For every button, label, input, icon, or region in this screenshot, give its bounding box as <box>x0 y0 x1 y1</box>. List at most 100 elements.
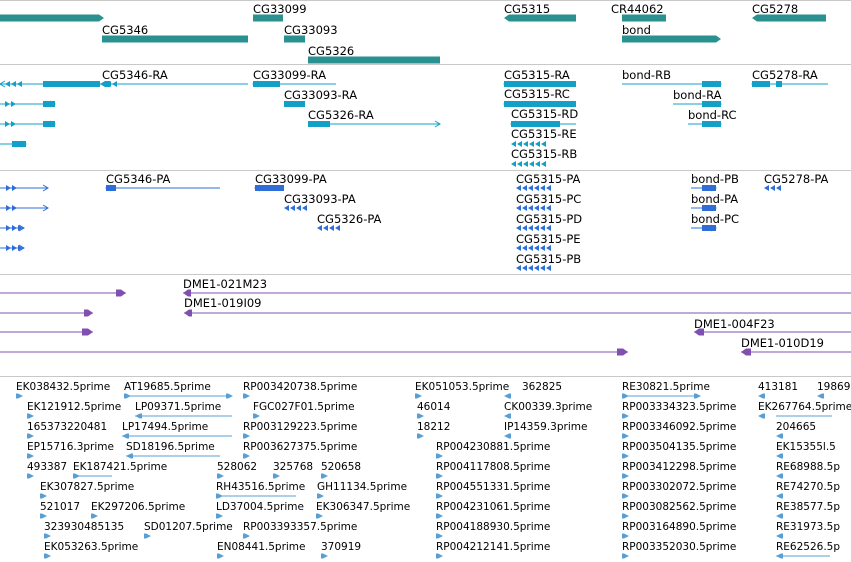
est-label[interactable]: RP003129223.5prime <box>243 421 358 433</box>
clone-label[interactable]: DME1-021M23 <box>183 277 268 291</box>
est-label[interactable]: EK053263.5prime <box>44 541 139 553</box>
gene-label[interactable]: CG5326 <box>308 44 355 58</box>
est-label[interactable]: RE31973.5p <box>776 521 841 533</box>
est-label[interactable]: EK051053.5prime <box>415 381 510 393</box>
est-label[interactable]: RE30821.5prime <box>622 381 710 393</box>
protein-label[interactable]: bond-PA <box>691 192 739 206</box>
protein-label[interactable]: CG5315-PD <box>516 212 583 226</box>
clone-label[interactable]: DME1-004F23 <box>694 317 775 331</box>
protein-label[interactable]: CG5315-PE <box>516 232 581 246</box>
gene-label[interactable]: CG5346 <box>102 23 149 37</box>
est-label[interactable]: EK306347.5prime <box>316 501 411 513</box>
est-label[interactable]: 323930485135 <box>44 521 125 533</box>
clone-label[interactable]: DME1-019I09 <box>184 296 262 310</box>
est-label[interactable]: FGC027F01.5prime <box>253 401 355 413</box>
est-label[interactable]: EP15716.3prime <box>27 441 114 453</box>
est-label[interactable]: RP004212141.5prime <box>436 541 551 553</box>
gene-label[interactable]: CR44062 <box>611 2 664 16</box>
est-label[interactable]: 528062 <box>217 461 258 473</box>
est-label[interactable]: GH11134.5prime <box>317 481 408 493</box>
est-label[interactable]: RP004188930.5prime <box>436 521 551 533</box>
est-label[interactable]: RP003164890.5prime <box>622 521 737 533</box>
est-label[interactable]: SD18196.5prime <box>126 441 215 453</box>
est-label[interactable]: RP004551331.5prime <box>436 481 551 493</box>
est-label[interactable]: EK187421.5prime <box>73 461 168 473</box>
est-label[interactable]: RH43516.5prime <box>216 481 306 493</box>
est-label[interactable]: RP003627375.5prime <box>243 441 358 453</box>
est-label[interactable]: 204665 <box>776 421 817 433</box>
est-label[interactable]: AT19685.5prime <box>124 381 211 393</box>
est-label[interactable]: 370919 <box>321 541 362 553</box>
transcript-label[interactable]: bond-RC <box>688 108 737 122</box>
gene-label[interactable]: CG5278 <box>752 2 799 16</box>
transcript-label[interactable]: CG5315-RA <box>504 68 570 82</box>
clone-label[interactable]: DME1-010D19 <box>741 336 824 350</box>
transcript-label[interactable]: CG5326-RA <box>308 108 374 122</box>
est-label[interactable]: EK307827.5prime <box>40 481 135 493</box>
transcript-label[interactable]: CG33099-RA <box>253 68 327 82</box>
est-label[interactable]: 520658 <box>321 461 362 473</box>
transcript-label[interactable]: CG33093-RA <box>284 88 358 102</box>
est-label[interactable]: 18212 <box>417 421 451 433</box>
protein-label[interactable]: CG5326-PA <box>317 212 382 226</box>
transcript-label[interactable]: bond-RA <box>673 88 722 102</box>
est-label[interactable]: RP003504135.5prime <box>622 441 737 453</box>
est-label[interactable]: RE68988.5p <box>776 461 841 473</box>
est-label[interactable]: EK038432.5prime <box>16 381 111 393</box>
est-label[interactable]: EK121912.5prime <box>27 401 122 413</box>
est-label[interactable]: RE62526.5p <box>776 541 841 553</box>
transcript-label[interactable]: CG5346-RA <box>102 68 168 82</box>
est-label[interactable]: 493387 <box>27 461 68 473</box>
est-label[interactable]: EK297206.5prime <box>91 501 186 513</box>
protein-label[interactable]: CG33093-PA <box>284 192 356 206</box>
est-label[interactable]: RE38577.5p <box>776 501 841 513</box>
transcript-label[interactable]: CG5315-RE <box>511 127 577 141</box>
est-label[interactable]: 413181 <box>758 381 799 393</box>
transcript-label[interactable]: CG5278-RA <box>752 68 818 82</box>
est-label[interactable]: LD37004.5prime <box>216 501 304 513</box>
est-label[interactable]: 46014 <box>417 401 451 413</box>
est-label[interactable]: RP003082562.5prime <box>622 501 737 513</box>
est-label[interactable]: LP17494.5prime <box>122 421 209 433</box>
est-label[interactable]: 521017 <box>40 501 81 513</box>
protein-label[interactable]: CG5315-PB <box>516 252 582 266</box>
est-label[interactable]: RP003420738.5prime <box>243 381 358 393</box>
transcript-label[interactable]: CG5315-RB <box>511 147 578 161</box>
transcript-glyph <box>100 81 105 87</box>
protein-label[interactable]: CG5315-PA <box>516 172 581 186</box>
est-label[interactable]: IP14359.3prime <box>504 421 588 433</box>
gene-label[interactable]: CG33093 <box>284 23 338 37</box>
est-label[interactable]: EK15355l.5 <box>776 441 836 453</box>
est-label[interactable]: EN08441.5prime <box>217 541 306 553</box>
est-label[interactable]: RP003352030.5prime <box>622 541 737 553</box>
protein-label[interactable]: bond-PC <box>691 212 740 226</box>
est-label[interactable]: SD01207.5prime <box>144 521 233 533</box>
protein-label[interactable]: CG33099-PA <box>255 172 327 186</box>
est-label[interactable]: RP003393357.5prime <box>243 521 358 533</box>
est-label[interactable]: RP003346092.5prime <box>622 421 737 433</box>
est-label[interactable]: RP004230881.5prime <box>436 441 551 453</box>
est-label[interactable]: RP003412298.5prime <box>622 461 737 473</box>
est-label[interactable]: RP003334323.5prime <box>622 401 737 413</box>
est-label[interactable]: 362825 <box>522 381 563 393</box>
gene-label[interactable]: CG33099 <box>253 2 307 16</box>
est-label[interactable]: RE74270.5p <box>776 481 841 493</box>
est-label[interactable]: RP004231061.5prime <box>436 501 551 513</box>
protein-label[interactable]: CG5315-PC <box>516 192 582 206</box>
est-label[interactable]: 165373220481 <box>27 421 108 433</box>
protein-label[interactable]: CG5278-PA <box>764 172 829 186</box>
protein-label[interactable]: bond-PB <box>691 172 739 186</box>
est-label[interactable]: EK267764.5prime <box>758 401 851 413</box>
est-label[interactable]: RP003302072.5prime <box>622 481 737 493</box>
protein-label[interactable]: CG5346-PA <box>106 172 171 186</box>
est-label[interactable]: RP004117808.5prime <box>436 461 551 473</box>
est-label[interactable]: LP09371.5prime <box>135 401 222 413</box>
est-label[interactable]: 19869 <box>817 381 851 393</box>
est-label[interactable]: CK00339.3prime <box>504 401 593 413</box>
gene-label[interactable]: bond <box>622 23 651 37</box>
transcript-label[interactable]: CG5315-RC <box>504 87 570 101</box>
transcript-label[interactable]: CG5315-RD <box>511 107 579 121</box>
transcript-label[interactable]: bond-RB <box>622 68 671 82</box>
est-label[interactable]: 325768 <box>273 461 314 473</box>
gene-label[interactable]: CG5315 <box>504 2 551 16</box>
